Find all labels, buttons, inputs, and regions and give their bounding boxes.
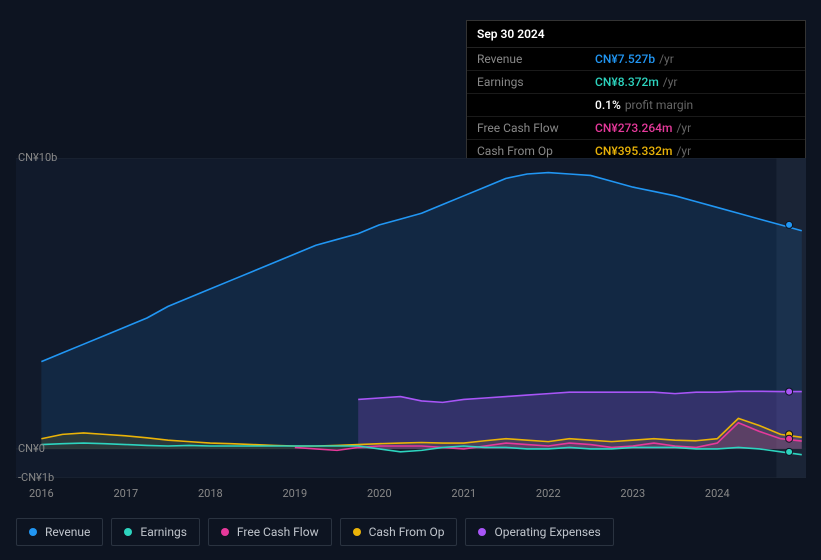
tooltip-row: Free Cash FlowCN¥273.264m/yr (467, 117, 805, 140)
chart-legend: Revenue Earnings Free Cash Flow Cash From O… (16, 518, 614, 546)
tooltip-row-unit: /yr (676, 144, 691, 158)
tooltip-row-label: Earnings (477, 75, 595, 89)
tooltip-row-unit: profit margin (625, 98, 693, 112)
x-axis-label: 2019 (275, 487, 315, 500)
tooltip-row-unit: /yr (676, 121, 691, 135)
tooltip-row: EarningsCN¥8.372m/yr (467, 71, 805, 94)
x-axis-label: 2020 (359, 487, 399, 500)
legend-dot (221, 528, 229, 536)
tooltip-row-unit: /yr (663, 75, 678, 89)
tooltip-row: RevenueCN¥7.527b/yr (467, 48, 805, 71)
legend-item-earnings[interactable]: Earnings (111, 518, 200, 546)
chart-svg (16, 158, 806, 478)
x-axis-label: 2023 (613, 487, 653, 500)
legend-item-revenue[interactable]: Revenue (16, 518, 103, 546)
x-axis-label: 2016 (21, 487, 61, 500)
legend-item-operating-expenses[interactable]: Operating Expenses (465, 518, 613, 546)
tooltip-row-value: CN¥273.264m (595, 121, 672, 135)
tooltip-row-value: CN¥8.372m (595, 75, 659, 89)
legend-dot (478, 528, 486, 536)
x-axis-label: 2024 (697, 487, 737, 500)
tooltip-row-label (477, 98, 595, 112)
tooltip-date: Sep 30 2024 (467, 21, 805, 48)
x-axis-label: 2017 (106, 487, 146, 500)
y-axis-label: CN¥10b (18, 151, 57, 164)
financials-chart[interactable]: CN¥10bCN¥0-CN¥1b 20162017201820192020202… (16, 158, 806, 488)
x-axis-label: 2018 (190, 487, 230, 500)
legend-label: Earnings (140, 525, 187, 539)
y-axis-label: -CN¥1b (18, 471, 54, 484)
legend-dot (124, 528, 132, 536)
x-axis-label: 2022 (528, 487, 568, 500)
y-axis-label: CN¥0 (18, 442, 45, 455)
x-axis-label: 2021 (444, 487, 484, 500)
tooltip-row: 0.1% profit margin (467, 94, 805, 117)
legend-dot (29, 528, 37, 536)
tooltip-row-value: 0.1% (595, 98, 621, 112)
legend-label: Cash From Op (369, 525, 445, 539)
tooltip-row-label: Revenue (477, 52, 595, 66)
tooltip-row-value: CN¥395.332m (595, 144, 672, 158)
tooltip-row-label: Free Cash Flow (477, 121, 595, 135)
legend-label: Free Cash Flow (237, 525, 319, 539)
tooltip-row-value: CN¥7.527b (595, 52, 655, 66)
legend-label: Operating Expenses (494, 525, 600, 539)
legend-item-free-cash-flow[interactable]: Free Cash Flow (208, 518, 332, 546)
tooltip-row-label: Cash From Op (477, 144, 595, 158)
legend-label: Revenue (45, 525, 90, 539)
legend-item-cash-from-op[interactable]: Cash From Op (340, 518, 458, 546)
legend-dot (353, 528, 361, 536)
tooltip-row-unit: /yr (659, 52, 674, 66)
